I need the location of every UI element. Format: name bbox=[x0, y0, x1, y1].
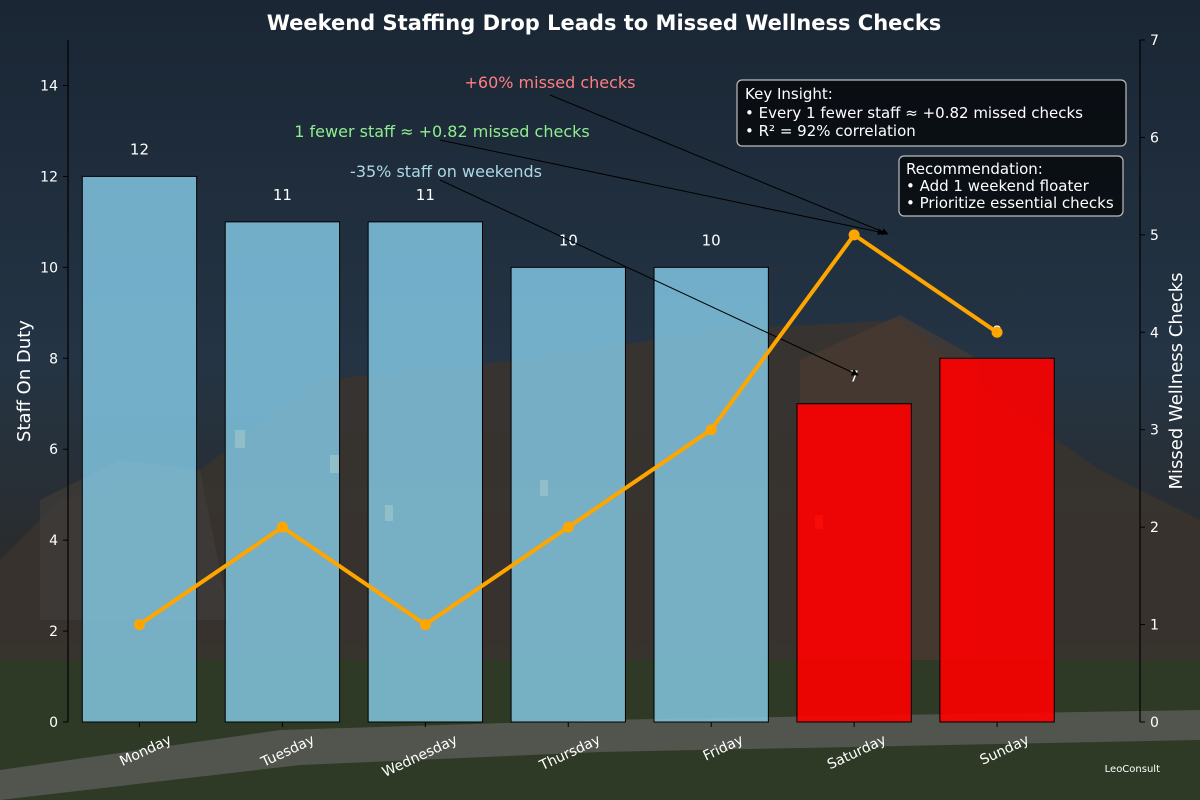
arrow-correlation bbox=[439, 139, 885, 236]
annotation-arrows bbox=[439, 94, 889, 376]
missed-checks-point-saturday bbox=[848, 229, 860, 241]
recommendation-title: Recommendation: bbox=[906, 160, 1043, 178]
y2-tick-label: 6 bbox=[1150, 130, 1159, 146]
y2-tick-label: 5 bbox=[1150, 228, 1159, 244]
bar-label-tuesday: 11 bbox=[273, 186, 292, 204]
missed-checks-point-thursday bbox=[562, 521, 574, 533]
y2-tick-label: 0 bbox=[1150, 715, 1159, 731]
arrow-staff-drop bbox=[439, 179, 859, 376]
y-tick-label: 2 bbox=[49, 624, 58, 640]
y2-tick-label: 4 bbox=[1150, 325, 1159, 341]
bar-sunday bbox=[939, 357, 1055, 723]
insight-line-2: • R² = 92% correlation bbox=[745, 122, 916, 140]
bar-label-saturday: 7 bbox=[849, 368, 859, 386]
recommendation-line-2: • Prioritize essential checks bbox=[906, 194, 1114, 212]
y2-tick-label: 1 bbox=[1150, 618, 1159, 634]
chart-title: Weekend Staffing Drop Leads to Missed We… bbox=[267, 11, 942, 35]
y2-tick-label: 2 bbox=[1150, 520, 1159, 536]
y-tick-label: 0 bbox=[49, 715, 58, 731]
y-tick-label: 10 bbox=[40, 260, 58, 276]
y2-tick-label: 3 bbox=[1150, 423, 1159, 439]
y2-axis-label: Missed Wellness Checks bbox=[1166, 272, 1187, 489]
arrow-missed-checks bbox=[549, 94, 889, 235]
insight-box: Key Insight: • Every 1 fewer staff ≈ +0.… bbox=[736, 79, 1127, 147]
recommendation-line-1: • Add 1 weekend floater bbox=[906, 177, 1090, 195]
bar-label-friday: 10 bbox=[702, 231, 721, 249]
y-tick-label: 8 bbox=[49, 351, 58, 367]
bar-label-wednesday: 11 bbox=[416, 186, 435, 204]
annotation-correlation: 1 fewer staff ≈ +0.82 missed checks bbox=[294, 122, 589, 141]
bar-wednesday bbox=[367, 221, 484, 723]
y-tick-label: 12 bbox=[40, 169, 58, 185]
missed-checks-point-sunday bbox=[991, 326, 1003, 338]
left-axis-ticks: 0 2 4 6 8 10 12 14 bbox=[40, 78, 68, 731]
missed-checks-point-monday bbox=[133, 619, 145, 631]
y-axis-label: Staff On Duty bbox=[14, 320, 35, 442]
annotation-texts: +60% missed checks 1 fewer staff ≈ +0.82… bbox=[294, 73, 635, 181]
missed-checks-point-wednesday bbox=[419, 619, 431, 631]
bar-friday bbox=[653, 266, 769, 723]
bar-tuesday bbox=[224, 221, 341, 723]
bar-label-monday: 12 bbox=[130, 140, 149, 158]
y-tick-label: 4 bbox=[49, 533, 58, 549]
bar-monday bbox=[81, 175, 198, 723]
insight-title: Key Insight: bbox=[745, 85, 833, 103]
bar-saturday bbox=[796, 403, 912, 723]
annotation-missed-checks: +60% missed checks bbox=[464, 73, 635, 92]
y-tick-label: 6 bbox=[49, 442, 58, 458]
right-axis-ticks: 0 1 2 3 4 5 6 7 bbox=[1140, 33, 1159, 731]
bar-series-staff bbox=[81, 175, 1055, 723]
missed-checks-point-friday bbox=[705, 424, 717, 436]
recommendation-box: Recommendation: • Add 1 weekend floater … bbox=[898, 155, 1124, 217]
watermark: LeoConsult bbox=[1105, 764, 1160, 775]
y2-tick-label: 7 bbox=[1150, 33, 1159, 49]
y-tick-label: 14 bbox=[40, 78, 58, 94]
missed-checks-point-tuesday bbox=[276, 521, 288, 533]
annotation-staff-drop: -35% staff on weekends bbox=[350, 162, 542, 181]
bar-thursday bbox=[510, 266, 626, 723]
line-series-missed-checks bbox=[133, 229, 1003, 631]
insight-line-1: • Every 1 fewer staff ≈ +0.82 missed che… bbox=[745, 104, 1083, 122]
